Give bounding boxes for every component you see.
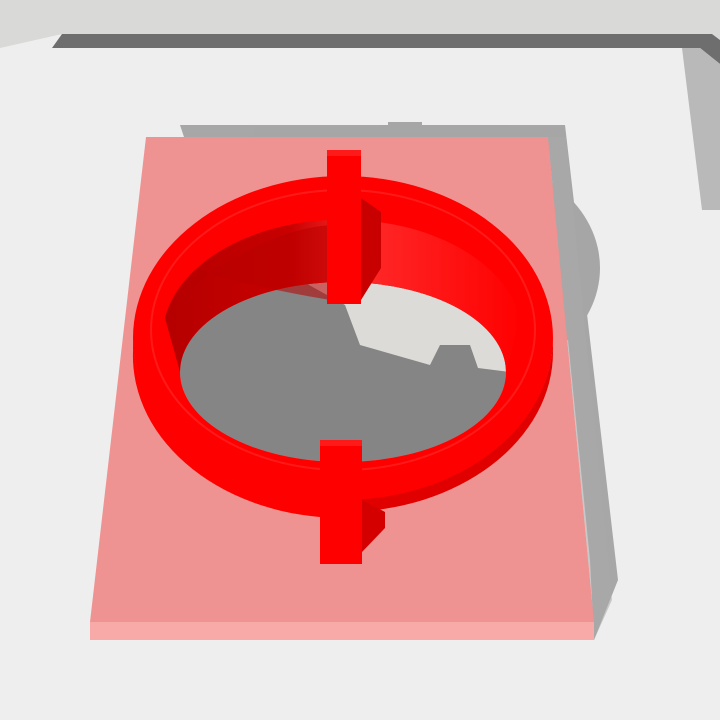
bottom-alignment-tab [320, 440, 385, 564]
top-alignment-tab [327, 150, 381, 304]
ring-inner-shadow [165, 225, 330, 318]
ring-hole [180, 282, 506, 462]
